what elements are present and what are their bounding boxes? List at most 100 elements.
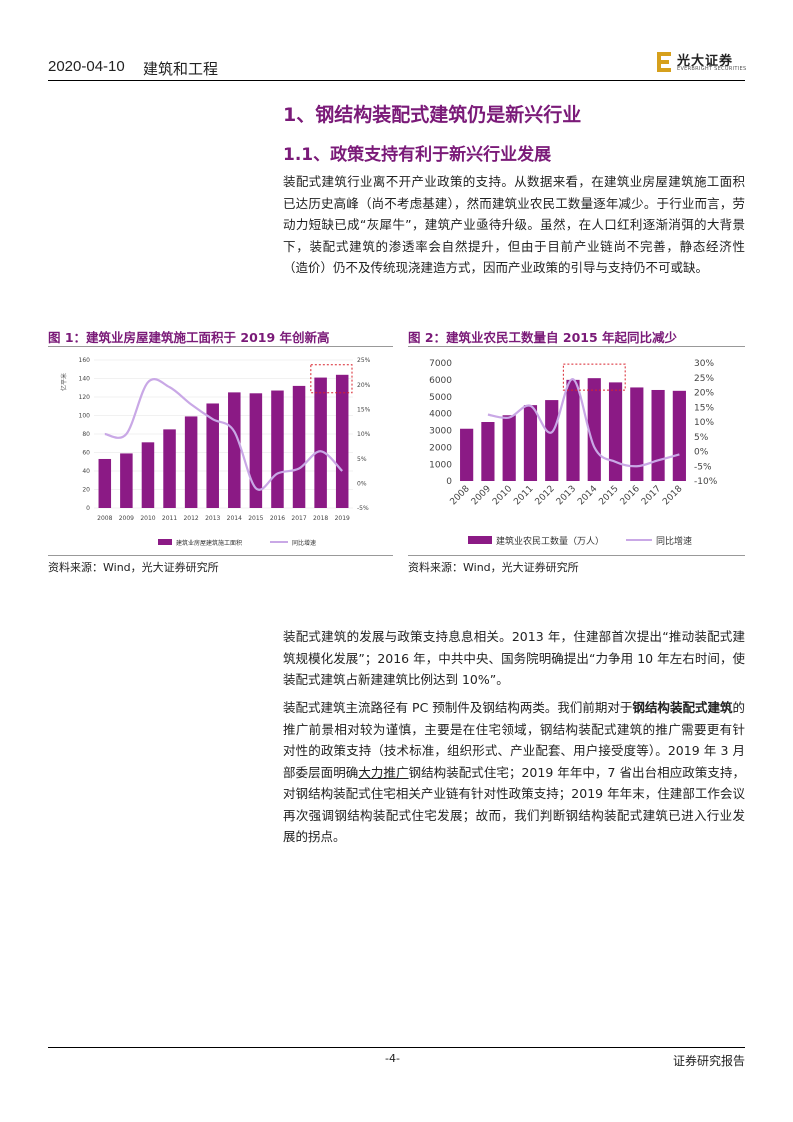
chart2-y2tick-1: -5% [694, 462, 712, 472]
chart1-ytick-140: 140 [79, 376, 91, 383]
chart1-xtick-2015: 2015 [248, 515, 263, 522]
chart2-y-ticks: 0 1000 2000 3000 4000 5000 6000 7000 [429, 359, 452, 487]
chart1-bar-2009 [120, 453, 133, 508]
chart1-y2tick-2: 5% [357, 456, 367, 463]
figure2-source: 资料来源：Wind，光大证券研究所 [408, 561, 579, 574]
chart1-bar-2019 [335, 374, 349, 508]
chart2-growth-path [487, 378, 680, 468]
chart2-xtick-2010: 2010 [491, 484, 514, 507]
chart2-bar-2013 [566, 379, 580, 481]
chart1-bar-2017 [292, 385, 306, 508]
chart2-legend: 建筑业农民工数量（万人） 同比增速 [468, 535, 692, 547]
chart2-xtick-2015: 2015 [597, 484, 620, 507]
chart2-y2tick-0: -10% [694, 477, 718, 487]
chart2-xtick-2008: 2008 [448, 484, 471, 507]
chart1-y-axis-label: 亿平米 [60, 373, 68, 391]
chart2-bar-2015 [608, 382, 623, 481]
chart2-legend-line-label: 同比增速 [656, 535, 692, 547]
chart2-xtick-2012: 2012 [534, 484, 557, 507]
chart1-bar-2013 [206, 403, 219, 508]
chart2-ytick-1000: 1000 [429, 460, 452, 470]
chart1-y2tick-0: -5% [357, 505, 369, 512]
chart-migrant-workers: 0 1000 2000 3000 4000 5000 6000 7000 -10% -5% 0% 5… [429, 359, 718, 547]
chart2-ytick-6000: 6000 [429, 376, 452, 386]
chart1-gridlines [94, 359, 353, 509]
chart2-bar-2011 [523, 405, 538, 481]
para3-emphasis: 钢结构装配式建筑 [632, 700, 733, 715]
chart2-y2tick-4: 10% [694, 418, 714, 428]
chart1-y2tick-3: 10% [357, 431, 371, 438]
chart1-y2-ticks: -5% 0% 5% 10% 15% 20% 25% [357, 357, 371, 512]
chart2-bar-2018 [672, 390, 686, 481]
chart1-xtick-2017: 2017 [291, 515, 306, 522]
figure2-top-rule [408, 346, 745, 347]
chart1-bar-2011 [163, 429, 176, 508]
chart1-y2tick-6: 25% [357, 357, 371, 364]
chart2-bar-2012 [545, 400, 559, 481]
report-date: 2020-04-10 [48, 58, 125, 75]
chart1-xtick-2018: 2018 [313, 515, 328, 522]
chart2-ytick-3000: 3000 [429, 427, 452, 437]
chart2-bar-2010 [502, 415, 516, 481]
chart2-y2tick-5: 15% [694, 403, 714, 413]
chart1-bar-2008 [98, 458, 112, 508]
figure1-source: 资料来源：Wind，光大证券研究所 [48, 561, 219, 574]
chart2-bar-2008 [460, 428, 474, 481]
footer-divider [48, 1047, 745, 1048]
chart2-xtick-2011: 2011 [512, 484, 535, 507]
chart2-xtick-2017: 2017 [640, 484, 663, 507]
chart1-xtick-2011: 2011 [162, 515, 177, 522]
chart2-y2tick-7: 25% [694, 374, 714, 384]
chart1-ytick-0: 0 [86, 505, 90, 512]
chart2-ytick-5000: 5000 [429, 393, 452, 403]
chart1-bar-2016 [271, 390, 284, 508]
para3-underline: 大力推广 [358, 764, 409, 780]
chart1-highlight-box [310, 364, 353, 394]
chart2-xtick-2018: 2018 [661, 484, 684, 507]
chart1-legend: 建筑业房屋建筑施工面积 同比增速 [158, 539, 316, 547]
section-heading: 1、钢结构装配式建筑仍是新兴行业 [283, 104, 582, 126]
chart2-bar-2016 [630, 387, 644, 481]
chart1-ytick-40: 40 [82, 468, 90, 475]
chart1-xtick-2013: 2013 [205, 515, 220, 522]
chart1-bar-2012 [184, 416, 198, 508]
chart1-growth-path [104, 378, 343, 491]
chart1-ytick-80: 80 [82, 431, 90, 438]
chart1-legend-bar-label: 建筑业房屋建筑施工面积 [176, 539, 242, 547]
chart2-xtick-2014: 2014 [576, 484, 599, 507]
chart1-xtick-2009: 2009 [119, 515, 134, 522]
chart2-growth-line [487, 378, 680, 468]
chart2-y2tick-3: 5% [694, 433, 709, 443]
chart2-bar-2014 [587, 378, 601, 481]
chart1-ytick-100: 100 [79, 413, 91, 420]
chart1-xtick-2010: 2010 [140, 515, 155, 522]
footer-label: 证券研究报告 [672, 1054, 745, 1068]
paragraph-steel-structure: 装配式建筑主流路径有 PC 预制件及钢结构两类。我们前期对于钢结构装配式建筑的推… [283, 697, 745, 848]
para3-text-e: 钢结构装配式住宅；2019 年年中，7 省出台相应政策支持，对钢结构装配式住宅相… [283, 764, 745, 845]
company-logo: 光大证券 EVERBRIGHT SECURITIES [655, 50, 747, 74]
chart1-bar-2010 [141, 442, 155, 508]
chart1-y2tick-1: 0% [357, 480, 367, 487]
chart1-ytick-160: 160 [79, 357, 91, 364]
paragraph-policy-history: 装配式建筑的发展与政策支持息息相关。2013 年，住建部首次提出“推动装配式建筑… [283, 629, 745, 687]
chart1-xtick-2016: 2016 [270, 515, 285, 522]
chart2-legend-bar-label: 建筑业农民工数量（万人） [496, 535, 604, 547]
chart2-y2tick-6: 20% [694, 389, 714, 399]
chart1-xtick-2012: 2012 [183, 515, 198, 522]
chart1-x-ticks: 2008 2009 2010 2011 2012 2013 2014 2015 2016 2017… [97, 515, 350, 522]
logo-text-en: EVERBRIGHT SECURITIES [677, 66, 747, 72]
subsection-heading: 1.1、政策支持有利于新兴行业发展 [283, 145, 552, 165]
chart2-ytick-4000: 4000 [429, 410, 452, 420]
chart1-ytick-120: 120 [79, 394, 91, 401]
chart2-xtick-2016: 2016 [619, 484, 642, 507]
chart2-y2tick-2: 0% [694, 448, 709, 458]
chart-construction-area: 0 20 40 60 80 100 120 140 160 -5% 0% 5% 10% 15% 20% 25… [60, 357, 371, 547]
figure2-title: 图 2：建筑业农民工数量自 2015 年起同比减少 [408, 330, 678, 345]
chart1-xtick-2008: 2008 [97, 515, 112, 522]
chart2-ytick-7000: 7000 [429, 359, 452, 369]
chart2-xtick-2013: 2013 [555, 484, 578, 507]
figure1-title: 图 1：建筑业房屋建筑施工面积于 2019 年创新高 [48, 330, 330, 345]
chart1-xtick-2014: 2014 [227, 515, 242, 522]
chart2-xtick-2009: 2009 [470, 484, 493, 507]
chart2-y2tick-8: 30% [694, 359, 714, 369]
